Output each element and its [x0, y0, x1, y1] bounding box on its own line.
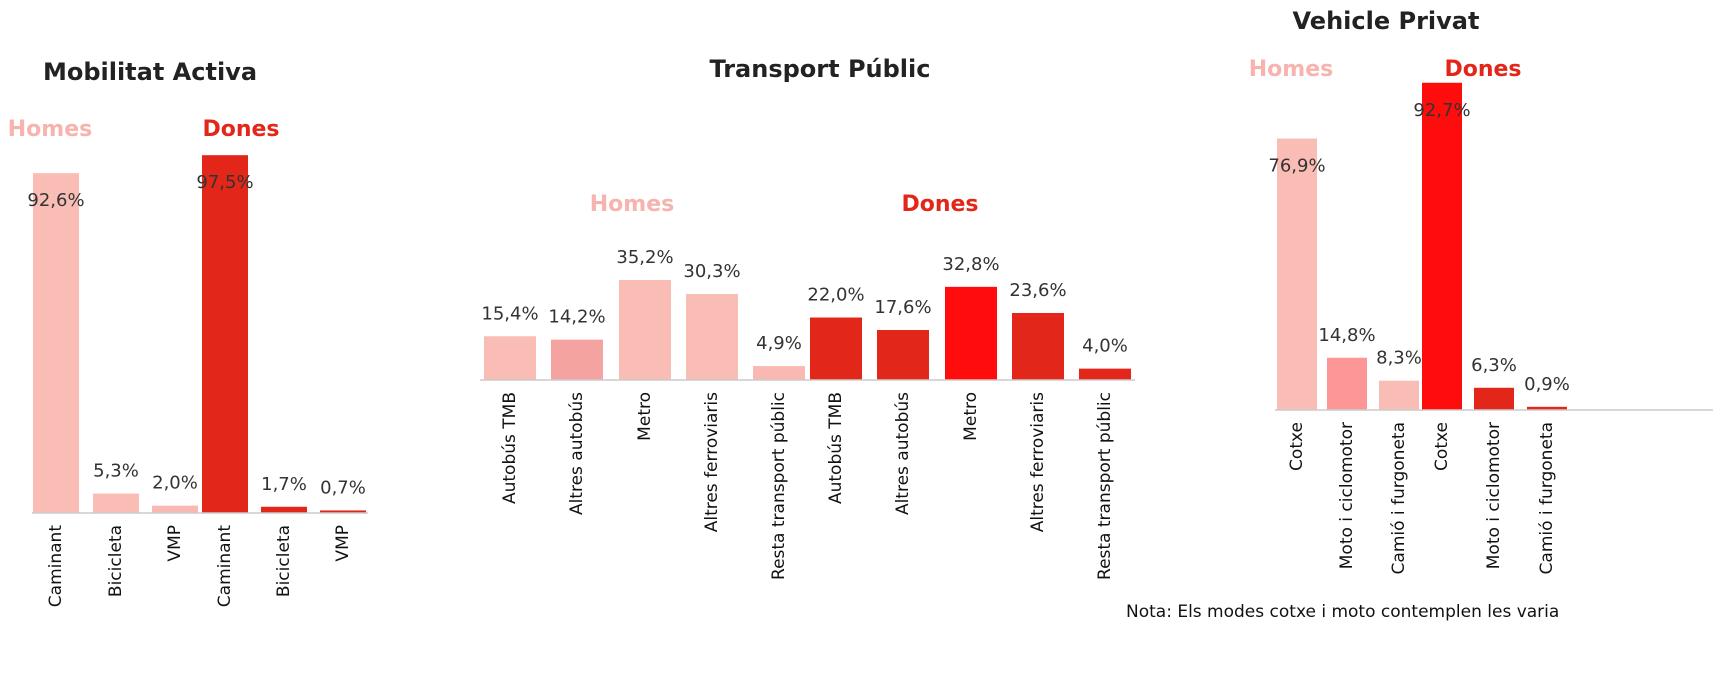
category-label: Camió i furgoneta — [1537, 422, 1557, 574]
value-label: 6,3% — [1471, 355, 1517, 376]
bar — [1527, 406, 1567, 410]
bar — [619, 280, 671, 380]
value-label: 1,7% — [261, 474, 307, 495]
bar — [261, 506, 307, 513]
value-label: 0,9% — [1524, 374, 1570, 395]
chart-title: Mobilitat Activa — [43, 58, 257, 86]
bar — [753, 366, 805, 380]
category-label: Camió i furgoneta — [1389, 422, 1409, 574]
category-label: Metro — [635, 392, 655, 441]
bar — [1079, 368, 1131, 380]
category-label: Bicicleta — [106, 525, 126, 597]
category-label: Moto i ciclomotor — [1337, 422, 1357, 569]
category-label: Resta transport públic — [769, 392, 789, 580]
group-label: Dones — [1444, 57, 1521, 82]
value-label: 30,3% — [683, 261, 740, 282]
category-label: Resta transport públic — [1095, 392, 1115, 580]
bar — [93, 493, 139, 513]
bar — [1379, 380, 1419, 410]
category-label: VMP — [333, 525, 353, 562]
bar — [551, 339, 603, 380]
bar — [810, 317, 862, 380]
chart-title: Transport Públic — [709, 55, 930, 83]
value-label: 0,7% — [320, 477, 366, 498]
value-label: 14,2% — [548, 307, 605, 328]
bar — [1277, 138, 1317, 410]
group-label: Homes — [8, 117, 92, 142]
value-label: 8,3% — [1376, 348, 1422, 369]
category-label: Caminant — [46, 525, 66, 608]
bar — [320, 510, 366, 513]
category-label: Altres ferroviaris — [702, 392, 722, 532]
value-label: 97,5% — [196, 172, 253, 193]
category-label: Cotxe — [1287, 422, 1307, 471]
group-label: Homes — [590, 192, 674, 217]
category-label: Autobús TMB — [826, 392, 846, 504]
value-label: 22,0% — [807, 285, 864, 306]
value-label: 35,2% — [616, 247, 673, 268]
category-label: Cotxe — [1432, 422, 1452, 471]
value-label: 92,6% — [27, 190, 84, 211]
category-label: Metro — [961, 392, 981, 441]
value-label: 4,9% — [756, 333, 802, 354]
bar — [686, 293, 738, 380]
bar — [1012, 312, 1064, 380]
value-label: 32,8% — [942, 254, 999, 275]
note: Nota: Els modes cotxe i moto contemplen … — [1126, 602, 1559, 622]
value-label: 5,3% — [93, 461, 139, 482]
group-label: Homes — [1249, 57, 1333, 82]
bar — [1422, 82, 1462, 411]
value-label: 23,6% — [1009, 280, 1066, 301]
category-label: Moto i ciclomotor — [1484, 422, 1504, 569]
value-label: 76,9% — [1268, 156, 1325, 177]
value-label: 92,7% — [1413, 100, 1470, 121]
bar — [202, 155, 248, 514]
category-label: Altres autobús — [567, 392, 587, 515]
bar — [877, 330, 929, 380]
group-label: Dones — [901, 192, 978, 217]
bar — [1327, 357, 1367, 410]
value-label: 2,0% — [152, 473, 198, 494]
category-label: Caminant — [215, 525, 235, 608]
bar — [33, 173, 79, 513]
chart-title: Vehicle Privat — [1293, 7, 1480, 35]
category-label: Autobús TMB — [500, 392, 520, 504]
value-label: 15,4% — [481, 303, 538, 324]
bar — [945, 286, 997, 380]
category-label: Altres autobús — [893, 392, 913, 515]
bar — [152, 505, 198, 513]
bar — [484, 336, 536, 380]
value-label: 14,8% — [1318, 325, 1375, 346]
bar — [1474, 387, 1514, 410]
category-label: Bicicleta — [274, 525, 294, 597]
category-label: VMP — [165, 525, 185, 562]
category-label: Altres ferroviaris — [1028, 392, 1048, 532]
value-label: 4,0% — [1082, 336, 1128, 357]
group-label: Dones — [202, 117, 279, 142]
value-label: 17,6% — [874, 297, 931, 318]
